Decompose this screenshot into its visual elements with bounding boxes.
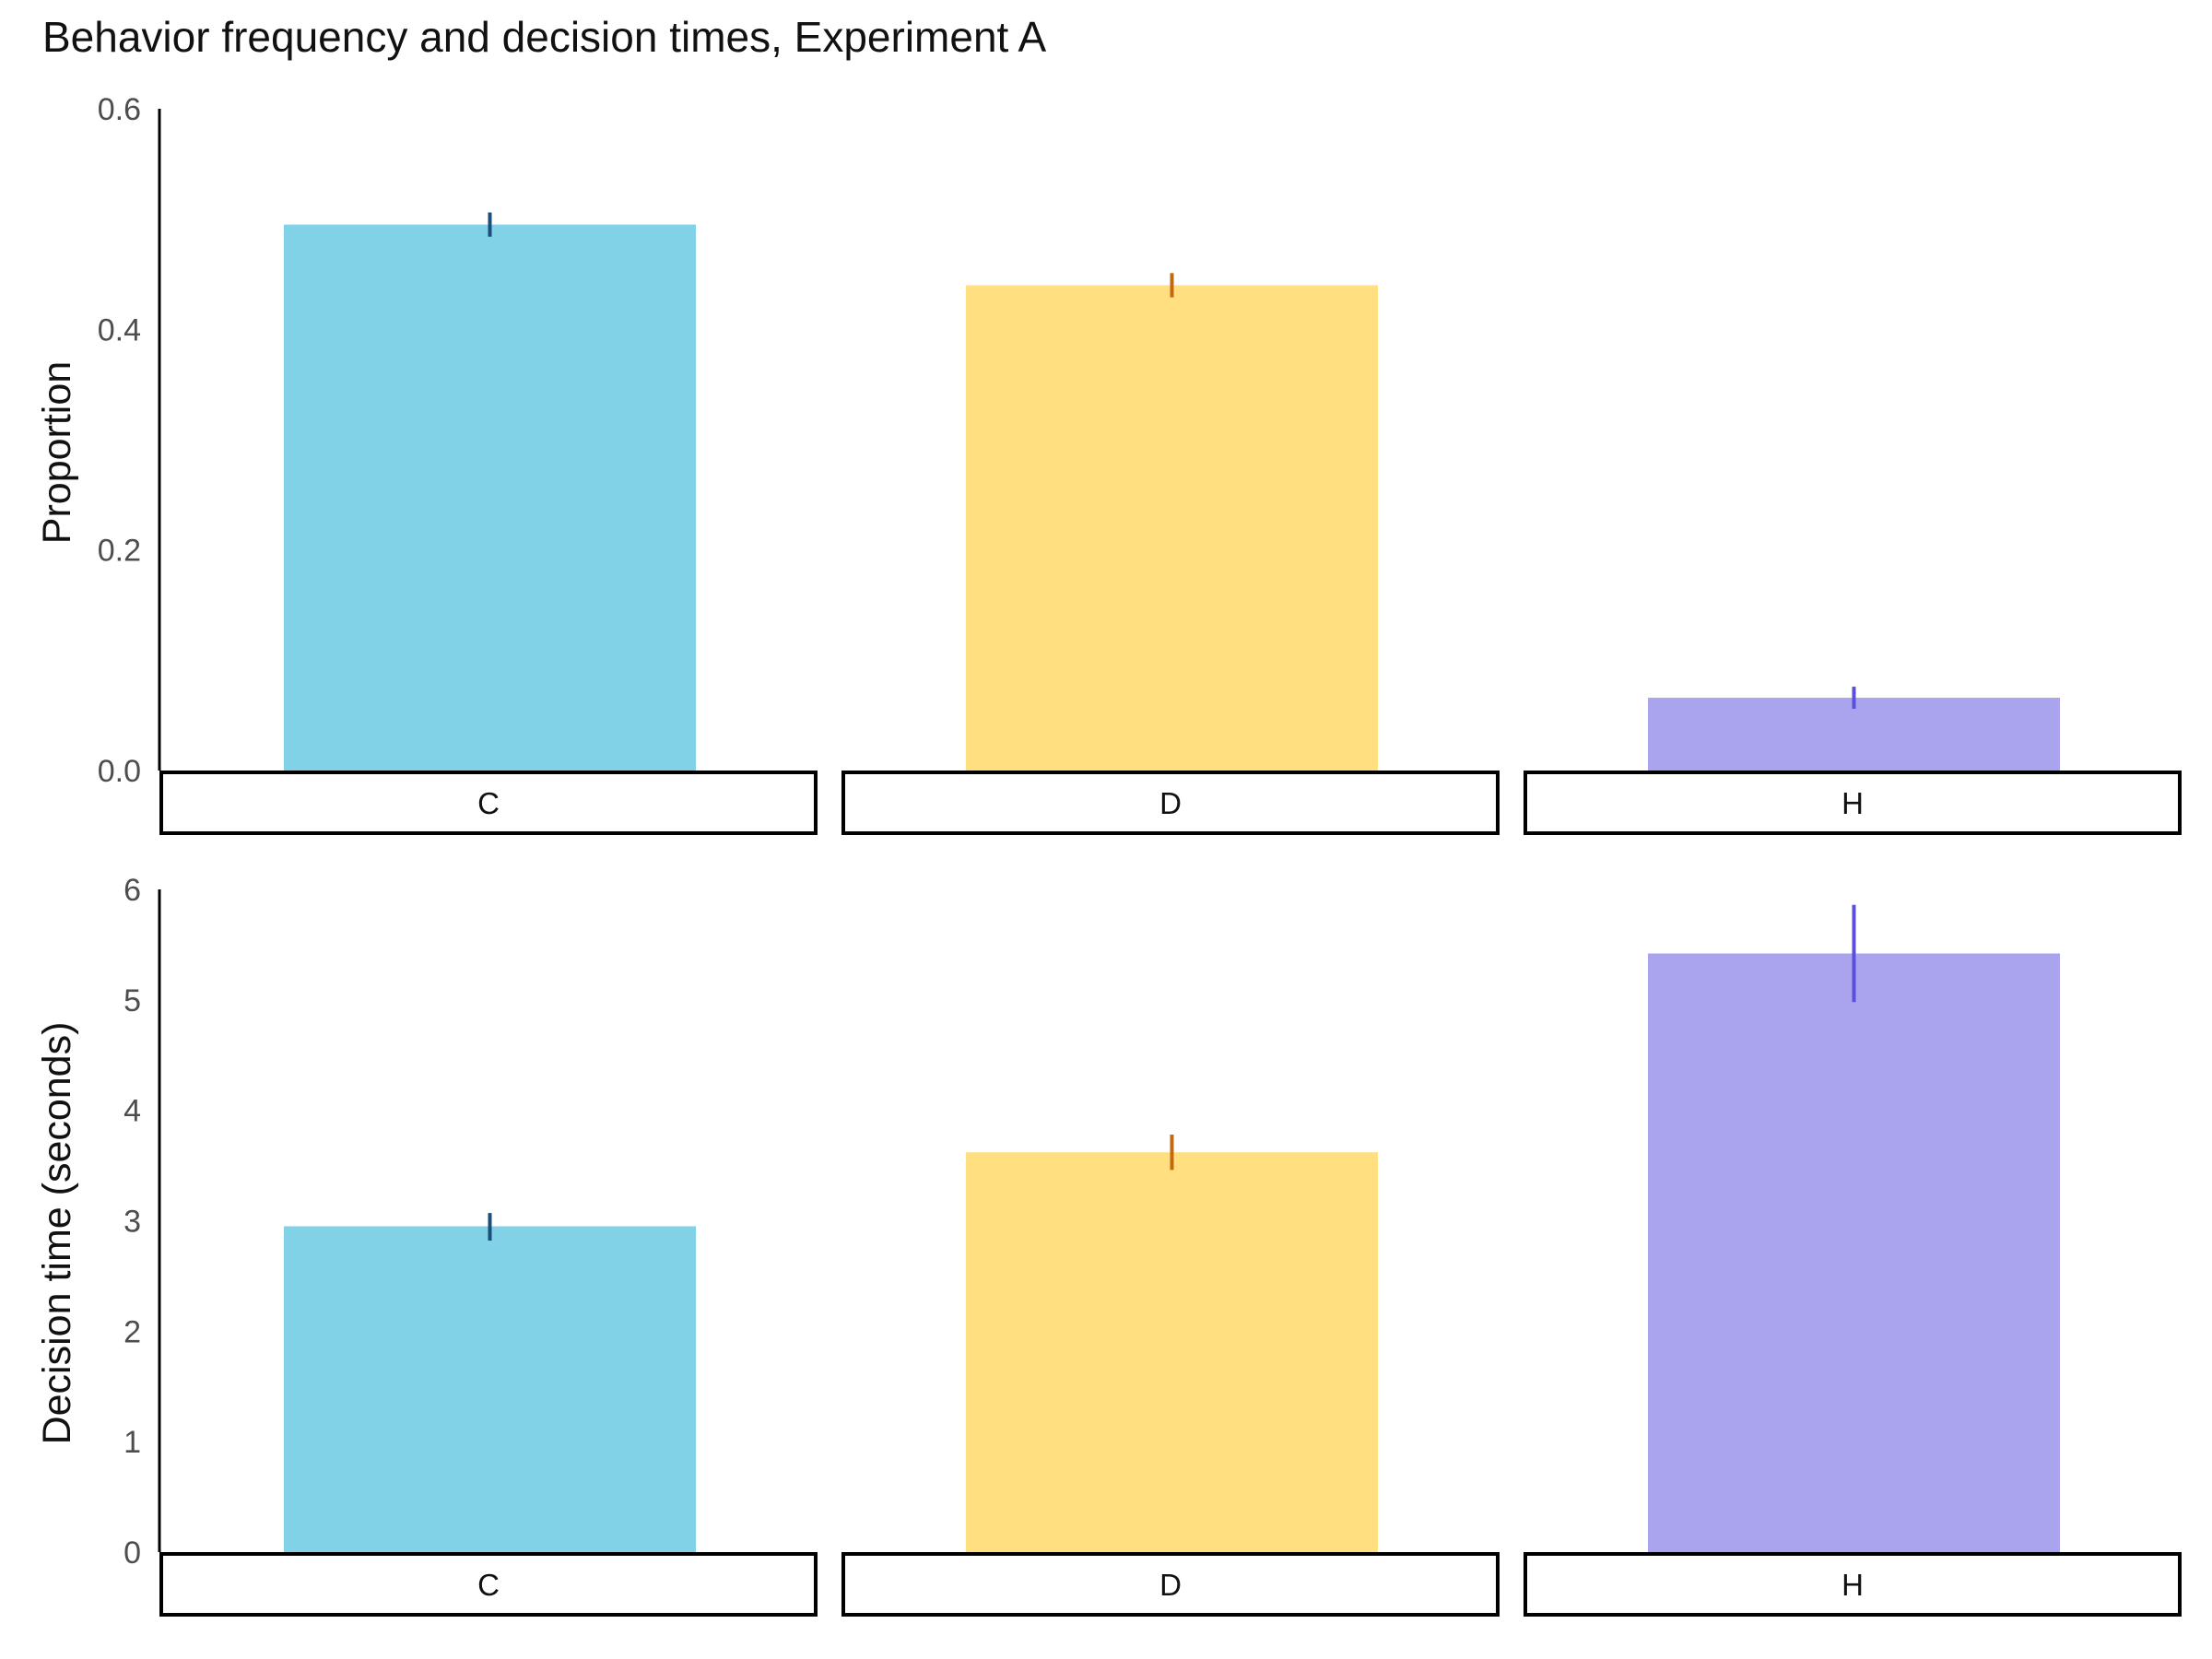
y-axis-title: Proportion	[35, 361, 79, 544]
y-tick-label: 0.4	[98, 312, 141, 347]
panel-proportion: 0.0 0.2 0.4 0.6 Proportion C D H	[35, 92, 2182, 835]
panel-decision-time: 0 1 2 3 4 5 6 Decision time (seconds) C D H	[35, 873, 2182, 1617]
bar-d	[966, 285, 1378, 771]
bar-d	[966, 1152, 1378, 1552]
y-axis-title: Decision time (seconds)	[35, 1022, 79, 1445]
facet-strip-d	[841, 771, 1500, 835]
category-label-h: H	[1841, 1568, 1864, 1602]
category-label-h: H	[1841, 786, 1864, 820]
y-tick-label: 5	[124, 983, 141, 1018]
y-tick-label: 0.6	[98, 92, 141, 127]
y-tick-label: 0.2	[98, 534, 141, 569]
y-tick-label: 3	[124, 1205, 141, 1240]
bar-c	[284, 1226, 696, 1552]
y-tick-label: 6	[124, 873, 141, 908]
y-tick-label: 0.0	[98, 754, 141, 789]
y-tick-label: 2	[124, 1314, 141, 1349]
category-label-d: D	[1159, 786, 1182, 820]
facet-strip-h	[1524, 1552, 2182, 1617]
facet-strip-h	[1524, 771, 2182, 835]
bar-h	[1648, 953, 2060, 1552]
category-label-c: C	[477, 786, 500, 820]
facet-strip-c	[159, 1552, 818, 1617]
category-label-d: D	[1159, 1568, 1182, 1602]
facet-strip-d	[841, 1552, 1500, 1617]
y-tick-label: 1	[124, 1425, 141, 1460]
y-tick-label: 0	[124, 1535, 141, 1571]
category-label-c: C	[477, 1568, 500, 1602]
facet-strip-c	[159, 771, 818, 835]
bar-c	[284, 224, 696, 771]
y-tick-label: 4	[124, 1094, 141, 1129]
bar-h	[1648, 698, 2060, 771]
chart-title: Behavior frequency and decision times, E…	[42, 13, 1047, 61]
